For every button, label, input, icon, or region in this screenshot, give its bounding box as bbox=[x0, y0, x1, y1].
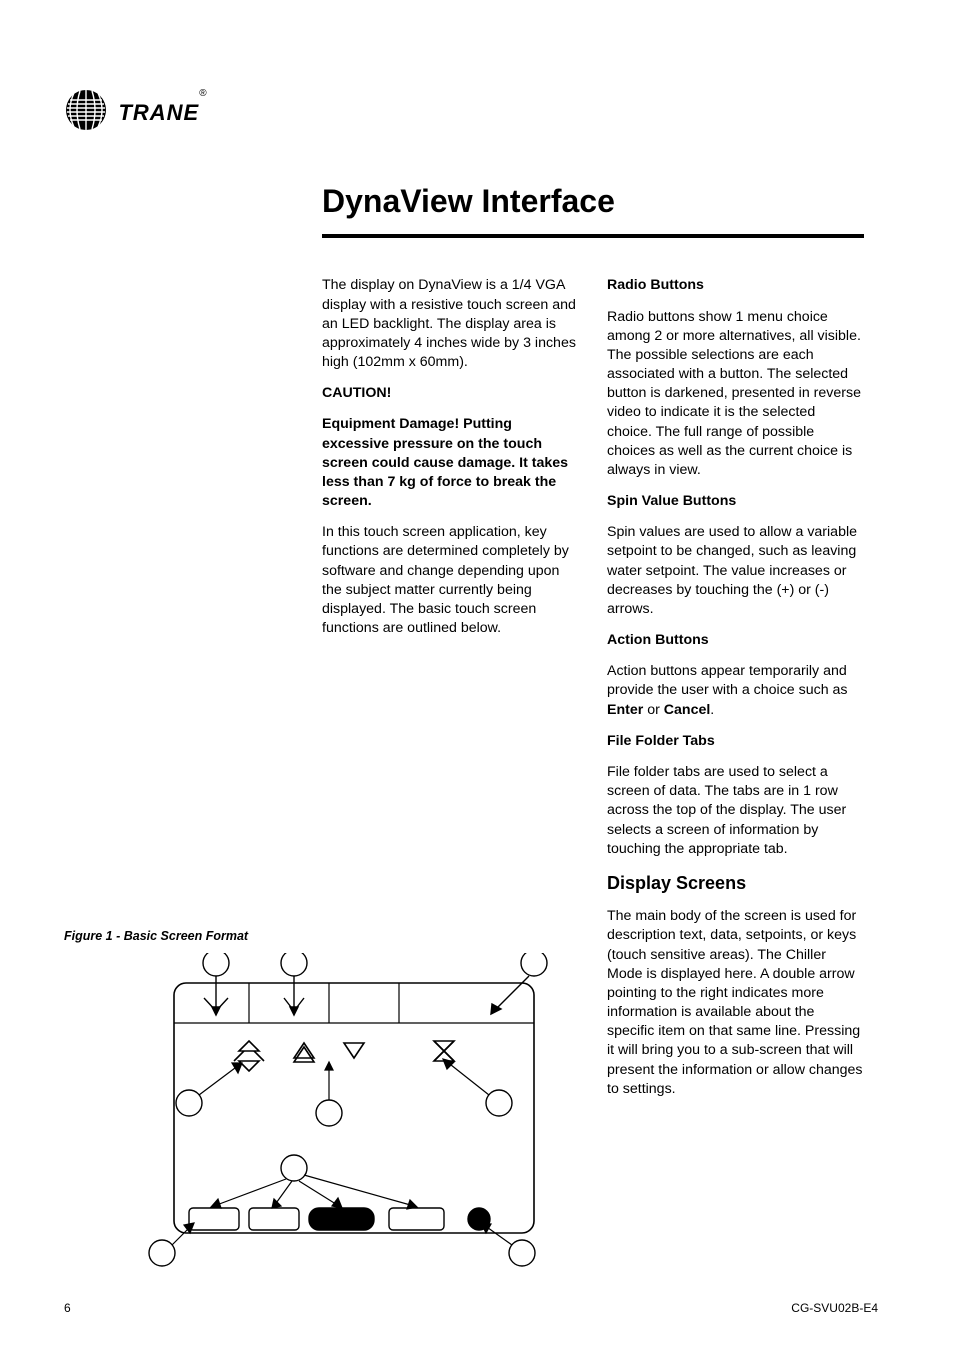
spin-value-text: Spin values are used to allow a variable… bbox=[607, 523, 864, 619]
brand-logo: TRANE® bbox=[64, 88, 207, 137]
intro-paragraph: The display on DynaView is a 1/4 VGA dis… bbox=[322, 276, 579, 372]
action-text-pre: Action buttons appear temporarily and pr… bbox=[607, 663, 848, 698]
display-screens-heading: Display Screens bbox=[607, 871, 864, 895]
caution-label: CAUTION! bbox=[322, 384, 579, 403]
page-footer: 6 CG-SVU02B-E4 bbox=[64, 1301, 878, 1315]
radio-buttons-text: Radio buttons show 1 menu choice among 2… bbox=[607, 308, 864, 481]
display-screens-text: The main body of the screen is used for … bbox=[607, 907, 864, 1099]
file-folder-tabs-text: File folder tabs are used to select a sc… bbox=[607, 763, 864, 859]
touchscreen-paragraph: In this touch screen application, key fu… bbox=[322, 523, 579, 638]
basic-screen-format-diagram bbox=[144, 953, 564, 1293]
action-cancel: Cancel bbox=[664, 702, 711, 718]
action-buttons-text: Action buttons appear temporarily and pr… bbox=[607, 662, 864, 720]
spin-value-heading: Spin Value Buttons bbox=[607, 492, 864, 511]
caution-text: Equipment Damage! Putting excessive pres… bbox=[322, 415, 579, 511]
action-or: or bbox=[643, 702, 664, 718]
title-rule bbox=[322, 234, 864, 238]
action-enter: Enter bbox=[607, 702, 643, 718]
figure-1: Figure 1 - Basic Screen Format bbox=[64, 929, 564, 1298]
registered-mark: ® bbox=[199, 88, 206, 99]
page-title: DynaView Interface bbox=[322, 182, 864, 220]
radio-buttons-heading: Radio Buttons bbox=[607, 276, 864, 295]
trane-globe-icon bbox=[64, 88, 108, 137]
page-number: 6 bbox=[64, 1301, 71, 1315]
doc-code: CG-SVU02B-E4 bbox=[791, 1301, 878, 1315]
right-column: Radio Buttons Radio buttons show 1 menu … bbox=[607, 276, 864, 1110]
brand-text: TRANE bbox=[118, 100, 199, 125]
action-buttons-heading: Action Buttons bbox=[607, 631, 864, 650]
file-folder-tabs-heading: File Folder Tabs bbox=[607, 732, 864, 751]
figure-caption: Figure 1 - Basic Screen Format bbox=[64, 929, 564, 943]
action-period: . bbox=[710, 702, 714, 718]
